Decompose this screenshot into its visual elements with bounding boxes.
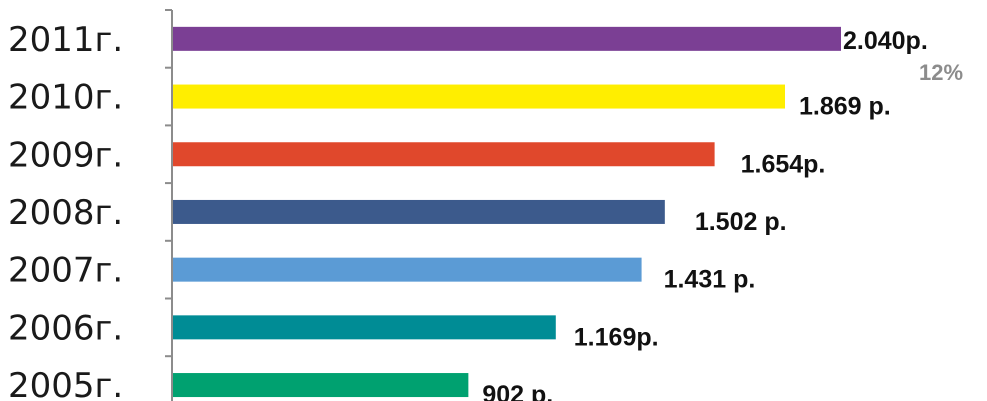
category-label-2: 2009г. [8,135,123,175]
axis-ticks-group [165,9,172,358]
value-label-2: 1.654р. [741,150,826,178]
category-label-6: 2005г. [8,366,123,401]
category-label-3: 2008г. [8,193,123,233]
value-label-1: 1.869 р. [799,93,891,121]
value-label-5: 1.169р. [574,323,659,351]
value-label-6: 902 р. [482,381,553,401]
bar-4 [173,257,642,282]
bar-6 [173,373,469,398]
category-label-5: 2006г. [8,308,123,348]
category-label-4: 2007г. [8,251,123,291]
value-label-0: 2.040р. [843,27,928,55]
bar-3 [173,199,665,224]
value-labels-group: 2.040р. 1.869 р. 1.654р. 1.502 р. 1.431 р. 1.… [482,27,927,401]
bar-1 [173,84,786,109]
bars-group [173,26,841,398]
category-label-0: 2011г. [8,20,123,60]
value-label-3: 1.502 р. [695,208,787,236]
category-label-1: 2010г. [8,78,123,118]
value-label-4: 1.431 р. [664,266,756,294]
category-labels-group: 2011г. 2010г. 2009г. 2008г. 2007г. 2006г. 2005… [8,20,123,401]
bar-5 [173,315,556,340]
growth-annotation: 12% [919,60,963,85]
bar-0 [173,26,841,51]
bar-2 [173,142,715,167]
